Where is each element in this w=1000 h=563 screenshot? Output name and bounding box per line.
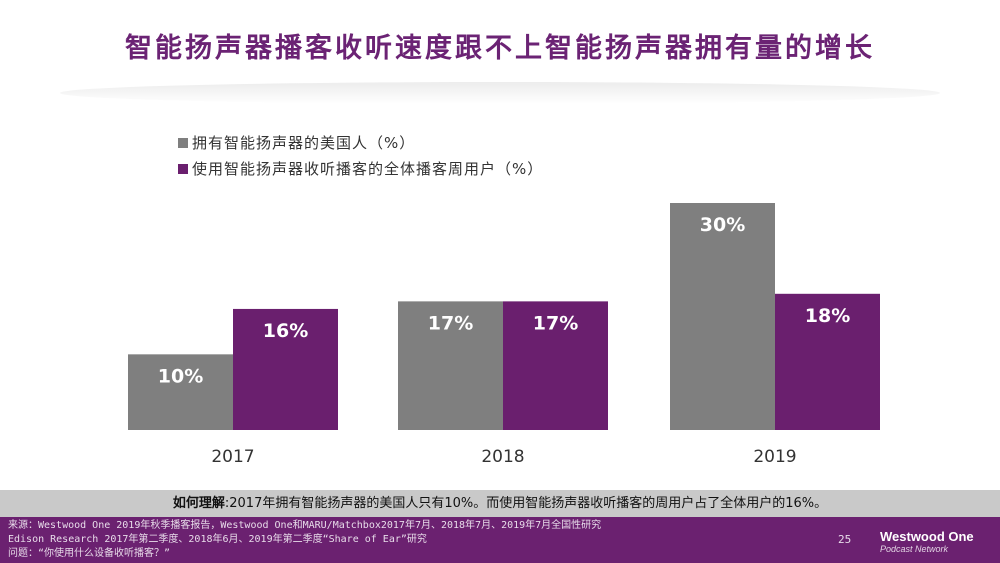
- data-label: 10%: [158, 365, 203, 387]
- legend-label: 使用智能扬声器收听播客的全体播客周用户（%）: [192, 160, 544, 178]
- data-label: 17%: [533, 312, 578, 334]
- bar-chart: 10% 16% 2017 17% 17% 2018 30% 18% 2019: [128, 203, 880, 467]
- legend-item-listeners: 使用智能扬声器收听播客的全体播客周用户（%）: [178, 156, 543, 182]
- westwood-one-logo: Westwood One Podcast Network: [880, 529, 974, 554]
- data-label: 18%: [805, 305, 850, 327]
- legend-swatch-gray: [178, 138, 188, 148]
- x-tick-label: 2018: [481, 447, 524, 467]
- explanation-text: :2017年拥有智能扬声器的美国人只有10%。而使用智能扬声器收听播客的周用户占…: [224, 496, 828, 511]
- legend-item-owners: 拥有智能扬声器的美国人（%）: [178, 130, 543, 156]
- explanation-strip: 如何理解:2017年拥有智能扬声器的美国人只有10%。而使用智能扬声器收听播客的…: [0, 490, 1000, 517]
- question-line: 问题：“你使用什么设备收听播客？”: [8, 548, 171, 559]
- logo-main: Westwood One: [880, 529, 974, 544]
- data-label: 17%: [428, 312, 473, 334]
- title-shadow-divider: [60, 82, 940, 104]
- source-line: 来源：Westwood One 2019年秋季播客报告，Westwood One…: [8, 520, 602, 531]
- footer: 来源：Westwood One 2019年秋季播客报告，Westwood One…: [0, 517, 1000, 563]
- bar-2019-series-0: [670, 203, 775, 430]
- bar-2018-series-0: [398, 301, 503, 430]
- bar-2017-series-1: [233, 308, 338, 430]
- logo-sub: Podcast Network: [880, 544, 949, 554]
- source-line: Edison Research 2017年第二季度、2018年6月、2019年第…: [8, 534, 427, 545]
- bar-2019-series-1: [775, 293, 880, 430]
- data-label: 30%: [700, 214, 745, 236]
- bar-2017-series-0: [128, 354, 233, 430]
- x-tick-label: 2019: [753, 447, 796, 467]
- source-notes: 来源：Westwood One 2019年秋季播客报告，Westwood One…: [8, 519, 601, 561]
- legend-swatch-purple: [178, 164, 188, 174]
- slide-title: 智能扬声器播客收听速度跟不上智能扬声器拥有量的增长: [125, 33, 875, 64]
- page-number: 25: [838, 533, 852, 546]
- chart-legend: 拥有智能扬声器的美国人（%） 使用智能扬声器收听播客的全体播客周用户（%）: [178, 130, 543, 182]
- bar-2018-series-1: [503, 301, 608, 430]
- data-label: 16%: [263, 320, 308, 342]
- explanation-label: 如何理解: [172, 496, 225, 511]
- legend-label: 拥有智能扬声器的美国人（%）: [192, 134, 416, 152]
- x-tick-label: 2017: [211, 447, 254, 467]
